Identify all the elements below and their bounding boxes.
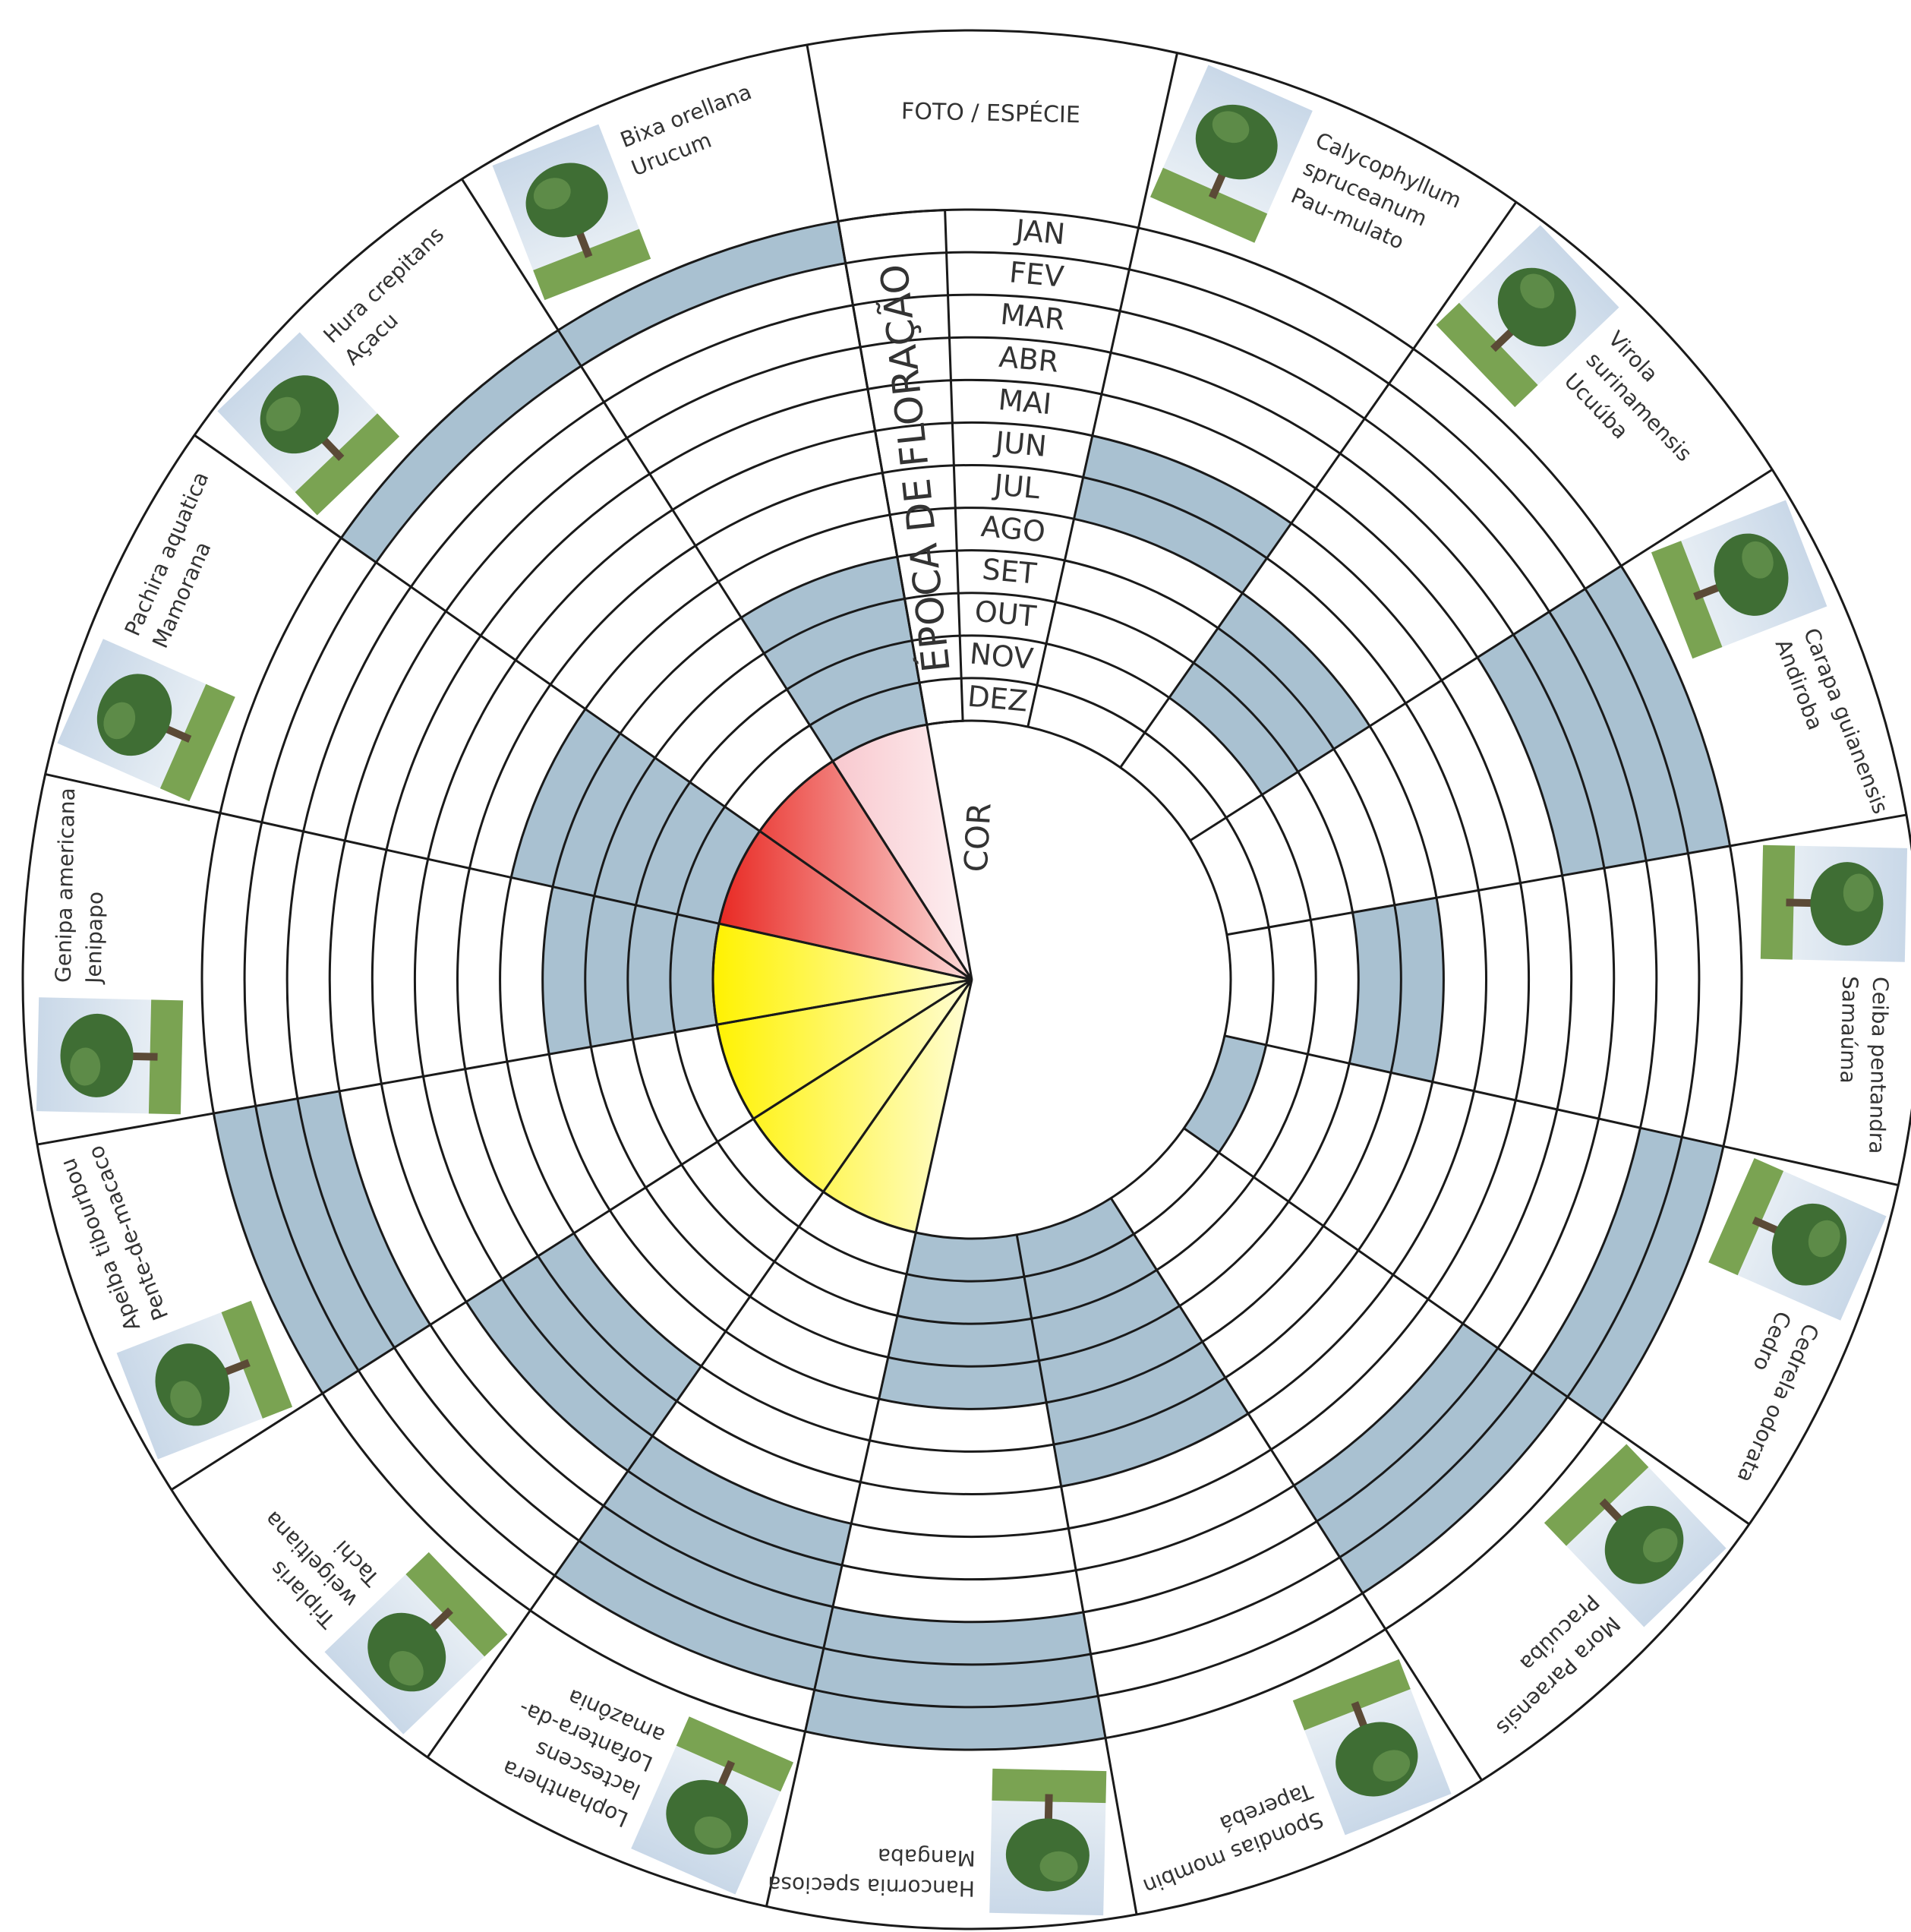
month-label: JAN (1013, 213, 1067, 251)
month-label: ABR (998, 340, 1060, 379)
flowering-wheel: ÉPOCA DE FLORAÇÃOJANFEVMARABRMAIJUNJULAG… (0, 0, 1911, 1932)
month-label: JUL (992, 468, 1042, 506)
species-name: Jenipapo (81, 892, 109, 986)
month-label: FEV (1008, 255, 1066, 293)
species-name: Hancornia speciosa (768, 1871, 975, 1901)
page: {"header":{"photo_species":"FOTO / ESPÉC… (0, 0, 1911, 1932)
month-label: OUT (973, 595, 1038, 633)
species-name: Genipa americana (51, 788, 80, 983)
species-name: Samaúma (1835, 976, 1862, 1084)
species-photo (989, 1769, 1106, 1915)
species-photo (36, 997, 183, 1114)
color-label: COR (957, 801, 998, 873)
bloom-cell (670, 914, 719, 1032)
species-name: Mangaba (877, 1844, 976, 1871)
month-label: AGO (979, 510, 1046, 549)
bloom-cell (907, 1233, 1024, 1281)
species-name: Ceiba pentandra (1864, 977, 1893, 1154)
month-label: MAR (999, 298, 1067, 337)
month-label: MAI (997, 383, 1053, 421)
month-label: SET (981, 552, 1039, 590)
month-label: JUN (992, 425, 1048, 463)
month-label: DEZ (966, 679, 1029, 718)
photo-species-label: FOTO / ESPÉCIE (901, 97, 1081, 128)
species-photo (1761, 845, 1907, 962)
month-label: NOV (968, 636, 1034, 675)
